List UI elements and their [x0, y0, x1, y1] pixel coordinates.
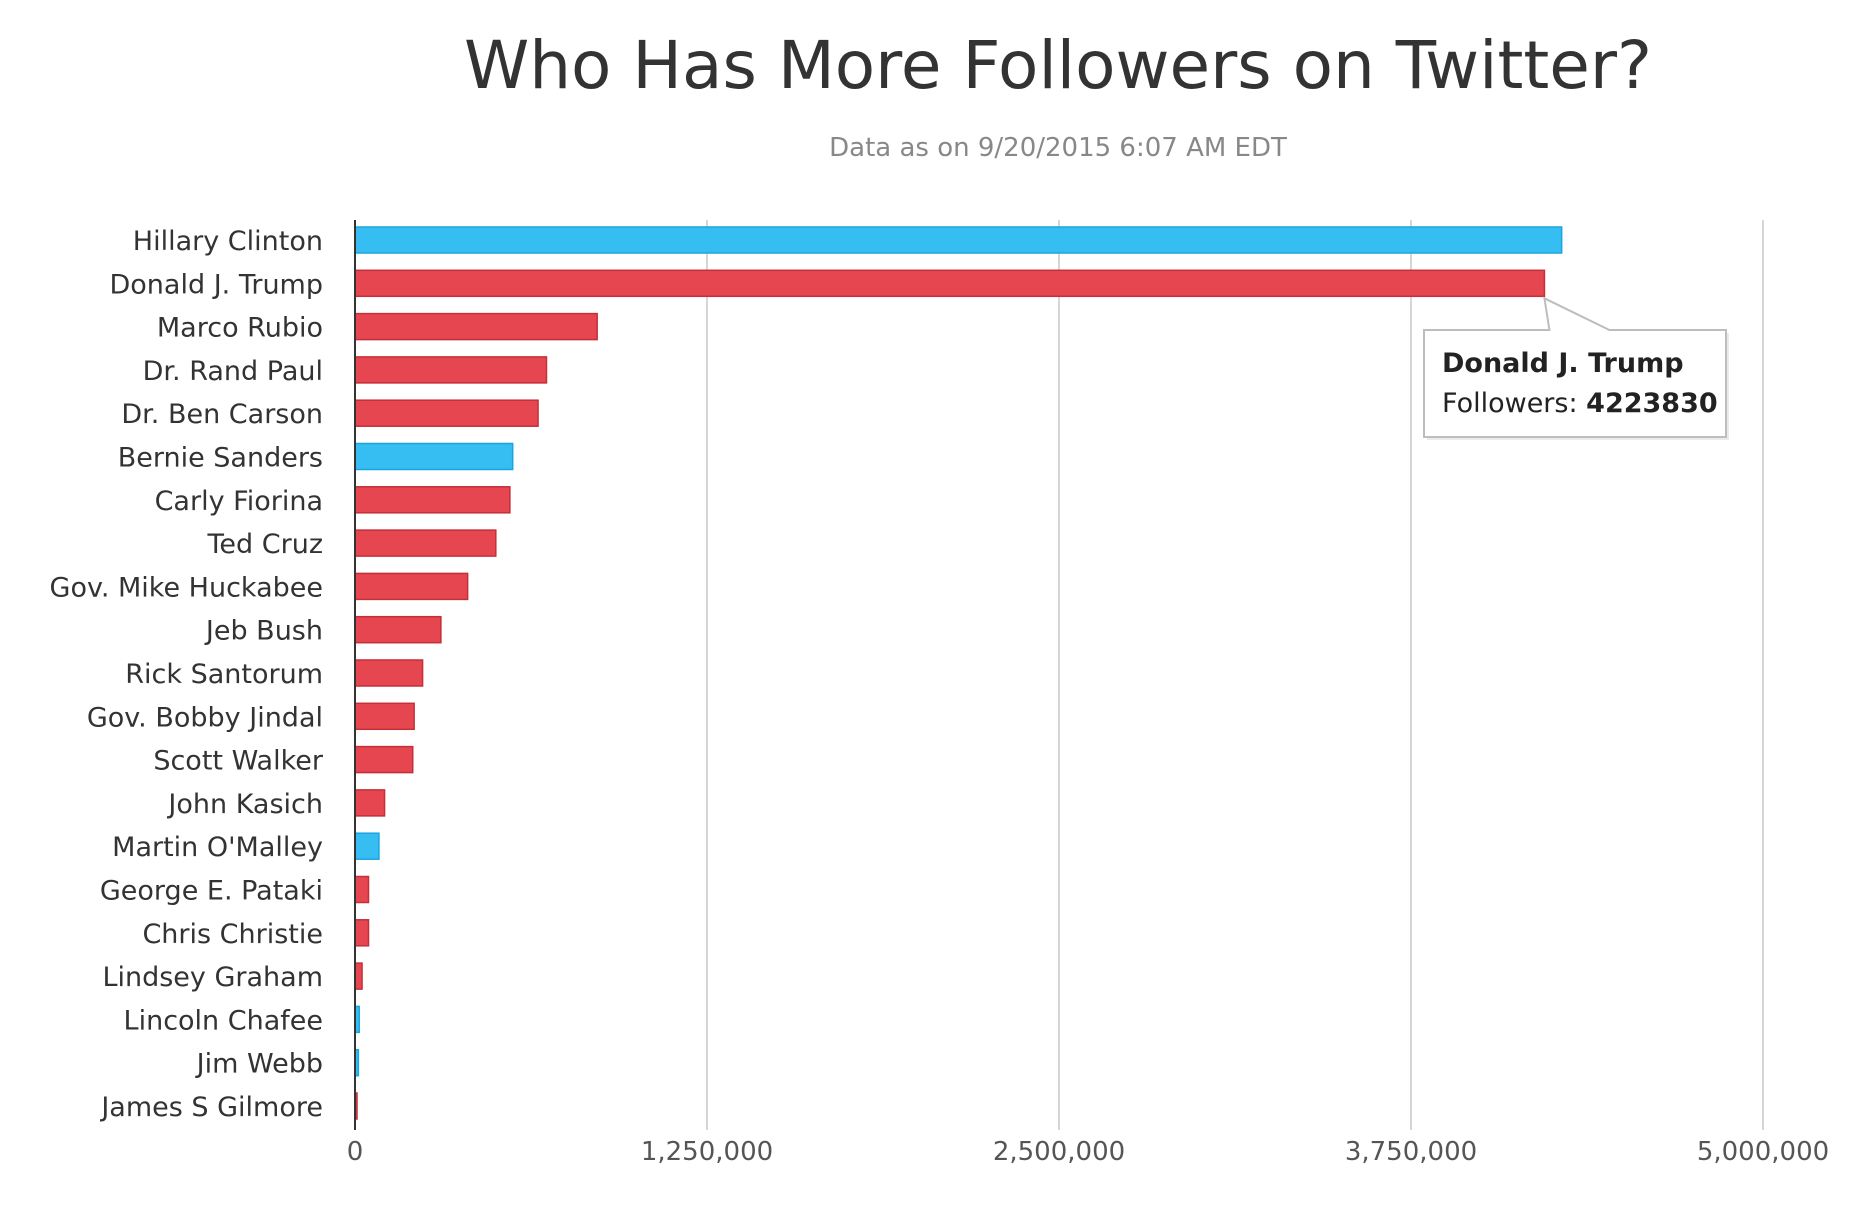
- bar[interactable]: [354, 572, 469, 601]
- tooltip-followers-label: Followers:: [1442, 388, 1586, 419]
- bar[interactable]: [354, 399, 539, 427]
- tooltip-name: Donald J. Trump: [1442, 348, 1684, 379]
- category-label: Marco Rubio: [157, 313, 323, 344]
- bar[interactable]: [354, 529, 497, 557]
- bar[interactable]: [354, 312, 598, 341]
- category-label: James S Gilmore: [99, 1092, 323, 1123]
- category-label: Gov. Bobby Jindal: [87, 702, 323, 733]
- category-label: Bernie Sanders: [118, 443, 323, 474]
- bar[interactable]: [354, 875, 370, 904]
- tooltip-followers: Followers: 4223830: [1442, 388, 1718, 419]
- chart-title: Who Has More Followers on Twitter?: [464, 27, 1652, 104]
- category-label: Martin O'Malley: [112, 832, 323, 863]
- category-label: Jim Webb: [195, 1049, 323, 1080]
- category-label: Scott Walker: [153, 746, 324, 777]
- x-tick-label: 5,000,000: [1697, 1137, 1829, 1167]
- category-label: Donald J. Trump: [110, 269, 324, 300]
- category-label: Rick Santorum: [125, 659, 323, 690]
- category-label: Hillary Clinton: [133, 226, 323, 257]
- bar[interactable]: [354, 745, 414, 774]
- x-axis-ticks: 0 1,250,000 2,500,000 3,750,000 5,000,000: [347, 1137, 1829, 1167]
- category-label: Carly Fiorina: [155, 486, 323, 517]
- bar[interactable]: [354, 919, 370, 947]
- bar[interactable]: [354, 962, 363, 990]
- bar[interactable]: [354, 486, 511, 514]
- bar[interactable]: [354, 356, 548, 384]
- category-label: Lincoln Chafee: [124, 1005, 323, 1036]
- grid-lines: [706, 220, 1764, 1130]
- bar[interactable]: [354, 226, 1563, 254]
- bar[interactable]: [354, 615, 442, 644]
- category-label: Chris Christie: [142, 919, 323, 950]
- bar[interactable]: [354, 702, 415, 731]
- category-label: George E. Pataki: [100, 876, 323, 907]
- tooltip: Donald J. Trump Followers: 4223830: [1423, 296, 1729, 440]
- category-label: Jeb Bush: [204, 616, 323, 647]
- category-label: Lindsey Graham: [102, 962, 323, 993]
- bar[interactable]: [354, 832, 380, 860]
- category-label: John Kasich: [166, 789, 323, 820]
- category-label: Dr. Rand Paul: [143, 356, 323, 387]
- tooltip-box: [1423, 296, 1727, 438]
- category-label: Ted Cruz: [207, 529, 323, 560]
- bar[interactable]: [354, 659, 424, 687]
- bar[interactable]: [354, 269, 1546, 298]
- x-tick-label: 2,500,000: [993, 1137, 1125, 1167]
- x-tick-label: 1,250,000: [641, 1137, 773, 1167]
- tooltip-followers-value: 4223830: [1586, 388, 1718, 419]
- category-label: Gov. Mike Huckabee: [50, 572, 323, 603]
- x-tick-label: 3,750,000: [1345, 1137, 1477, 1167]
- category-label: Dr. Ben Carson: [121, 399, 323, 430]
- chart-subtitle: Data as on 9/20/2015 6:07 AM EDT: [829, 133, 1287, 163]
- bars: [354, 226, 1563, 1120]
- bar[interactable]: [354, 789, 386, 817]
- category-labels: Hillary Clinton Donald J. Trump Marco Rubi…: [50, 226, 324, 1123]
- x-tick-label: 0: [347, 1137, 364, 1167]
- bar[interactable]: [354, 442, 514, 471]
